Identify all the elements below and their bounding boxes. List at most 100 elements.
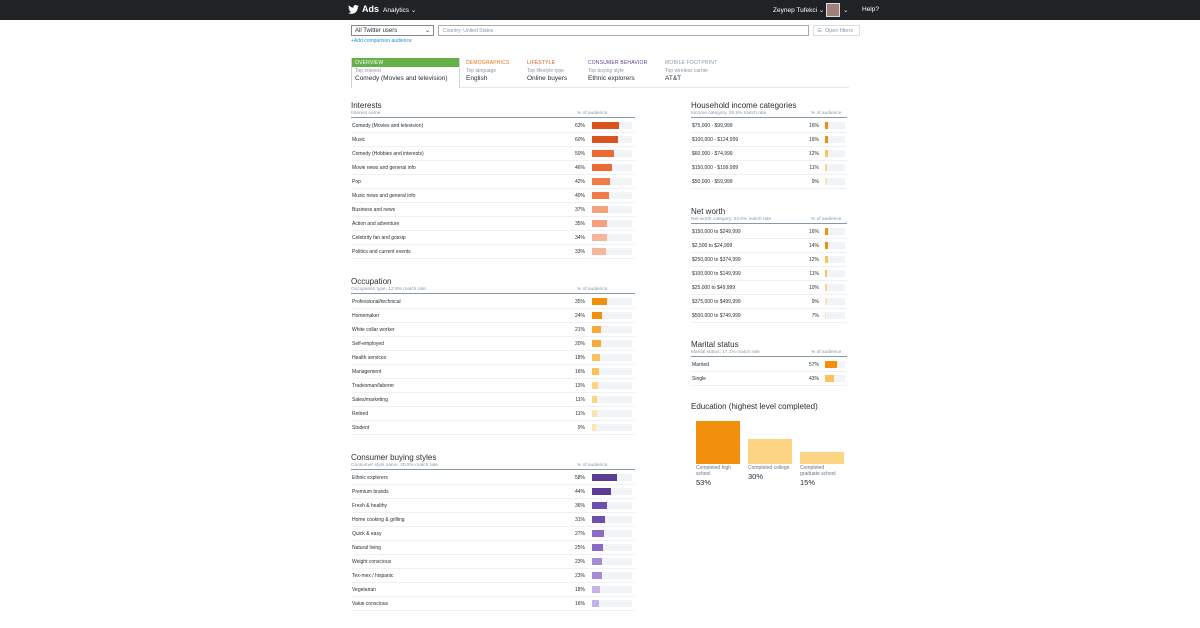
row-label: Ethnic explorers — [352, 475, 388, 481]
row-percent: 9% — [577, 425, 585, 431]
table-row[interactable]: Ethnic explorers 58% — [351, 471, 635, 485]
tab-consumer-behavior[interactable]: CONSUMER BEHAVIOR Top buying style Ethnic … — [585, 58, 650, 88]
networth-header-divider — [691, 223, 847, 224]
row-label: $75,000 - $99,999 — [692, 123, 733, 129]
table-row[interactable]: Movie news and general info 46% — [351, 161, 635, 175]
table-row[interactable]: Natural living 25% — [351, 541, 635, 555]
table-row[interactable]: $250,000 to $374,999 12% — [691, 253, 847, 267]
row-percent: 58% — [574, 475, 585, 481]
table-row[interactable]: Tradesman/laborer 13% — [351, 379, 635, 393]
row-percent: 16% — [574, 369, 585, 375]
analytics-menu[interactable]: Analytics ⌄ — [383, 6, 416, 14]
table-row[interactable]: Music 60% — [351, 133, 635, 147]
table-row[interactable]: Tex-mex / hispanic 23% — [351, 569, 635, 583]
table-row[interactable]: $50,000 - $59,999 9% — [691, 175, 847, 189]
row-percent: 11% — [575, 411, 585, 417]
table-row[interactable]: Celebrity fan and gossip 34% — [351, 231, 635, 245]
user-name: Zeynep Tufekci — [773, 7, 818, 14]
tab-demographics[interactable]: DEMOGRAPHICS Top language English — [463, 58, 513, 88]
bar-track — [592, 544, 632, 551]
user-menu[interactable]: Zeynep Tufekci ⌄ — [773, 6, 824, 14]
bar-track — [592, 410, 632, 417]
bar-track — [592, 530, 632, 537]
bar-fill — [592, 516, 605, 523]
audience-select[interactable]: All Twitter users ⌄ — [351, 25, 434, 36]
table-row[interactable]: Single 43% — [691, 372, 847, 386]
bar-track — [592, 354, 632, 361]
table-row[interactable]: $150,000 to $249,999 16% — [691, 225, 847, 239]
row-percent: 16% — [808, 137, 819, 143]
interests-column-header: Interest name — [351, 111, 381, 116]
help-link[interactable]: Help? — [862, 6, 879, 13]
table-row[interactable]: Fresh & healthy 36% — [351, 499, 635, 513]
table-row[interactable]: $100,000 - $124,999 16% — [691, 133, 847, 147]
tab-value: AT&T — [665, 75, 682, 82]
table-row[interactable]: Self-employed 20% — [351, 337, 635, 351]
bar-fill — [825, 312, 826, 319]
row-label: Tradesman/laborer — [352, 383, 395, 389]
bar-track — [592, 424, 632, 431]
income-title: Household income categories — [691, 101, 797, 110]
table-row[interactable]: Retired 11% — [351, 407, 635, 421]
tab-mobile-footprint[interactable]: MOBILE FOOTPRINT Top wireless carrier AT&T — [662, 58, 720, 88]
tab-value: Ethnic explorers — [588, 75, 635, 82]
education-label-line: graduate school — [800, 471, 836, 477]
table-row[interactable]: $150,000 - $199,999 11% — [691, 161, 847, 175]
table-row[interactable]: Health services 18% — [351, 351, 635, 365]
education-label: Completed college — [748, 465, 789, 471]
table-row[interactable]: Pop 42% — [351, 175, 635, 189]
chevron-down-icon: ⌄ — [818, 7, 825, 14]
table-row[interactable]: Married 57% — [691, 358, 847, 372]
table-row[interactable]: $60,000 - $74,999 12% — [691, 147, 847, 161]
table-row[interactable]: Action and adventure 35% — [351, 217, 635, 231]
tab-lifestyle[interactable]: LIFESTYLE Top lifestyle type Online buyers — [524, 58, 570, 88]
table-row[interactable]: Home cooking & grilling 31% — [351, 513, 635, 527]
table-row[interactable]: $25,000 to $49,999 10% — [691, 281, 847, 295]
table-row[interactable]: White collar worker 21% — [351, 323, 635, 337]
table-row[interactable]: $500,000 to $749,999 7% — [691, 309, 847, 323]
ads-home-link[interactable]: Ads — [348, 4, 379, 14]
bar-fill — [825, 242, 828, 249]
table-row[interactable]: Music news and general info 40% — [351, 189, 635, 203]
table-row[interactable]: Comedy (Hobbies and interests) 50% — [351, 147, 635, 161]
table-row[interactable]: Value conscious 16% — [351, 597, 635, 611]
education-percent: 53% — [696, 478, 712, 487]
row-label: $250,000 to $374,999 — [692, 257, 741, 263]
table-row[interactable]: Quick & easy 27% — [351, 527, 635, 541]
table-row[interactable]: $100,000 to $149,999 11% — [691, 267, 847, 281]
table-row[interactable]: Politics and current events 33% — [351, 245, 635, 259]
table-row[interactable]: Sales/marketing 11% — [351, 393, 635, 407]
bar-track — [825, 164, 845, 171]
chevron-down-icon[interactable]: ⌄ — [843, 7, 849, 14]
table-row[interactable]: Premium brands 44% — [351, 485, 635, 499]
row-percent: 35% — [574, 221, 585, 227]
table-row[interactable]: Homemaker 24% — [351, 309, 635, 323]
tab-overview[interactable]: OVERVIEW Top interest Comedy (Movies and t… — [351, 58, 460, 88]
open-filters-button[interactable]: ☰ Open filters — [813, 25, 860, 36]
table-row[interactable]: Management 16% — [351, 365, 635, 379]
table-row[interactable]: Vegetarian 18% — [351, 583, 635, 597]
country-filter-input[interactable]: Country: United States — [438, 25, 809, 36]
bar-track — [592, 234, 632, 241]
table-row[interactable]: Professional/technical 35% — [351, 295, 635, 309]
row-label: Married — [692, 362, 709, 368]
add-comparison-audience-link[interactable]: +Add comparison audience — [351, 38, 412, 44]
row-label: Student — [352, 425, 370, 431]
tab-name: MOBILE FOOTPRINT — [665, 60, 718, 66]
table-row[interactable]: Student 9% — [351, 421, 635, 435]
table-row[interactable]: Business and news 37% — [351, 203, 635, 217]
tab-name: OVERVIEW — [352, 58, 459, 67]
table-row[interactable]: Comedy (Movies and television) 63% — [351, 119, 635, 133]
bar-track — [825, 136, 845, 143]
row-percent: 16% — [808, 229, 819, 235]
table-row[interactable]: $75,000 - $99,999 16% — [691, 119, 847, 133]
table-row[interactable]: Weight conscious 23% — [351, 555, 635, 569]
bar-fill — [592, 368, 599, 375]
table-row[interactable]: $2,500 to $24,999 14% — [691, 239, 847, 253]
table-row[interactable]: $375,000 to $499,999 9% — [691, 295, 847, 309]
avatar[interactable] — [826, 3, 840, 17]
bar-track — [592, 516, 632, 523]
row-percent: 24% — [574, 313, 585, 319]
tab-subtitle: Top buying style — [588, 68, 624, 74]
education-label-line: Completed college — [748, 465, 790, 471]
